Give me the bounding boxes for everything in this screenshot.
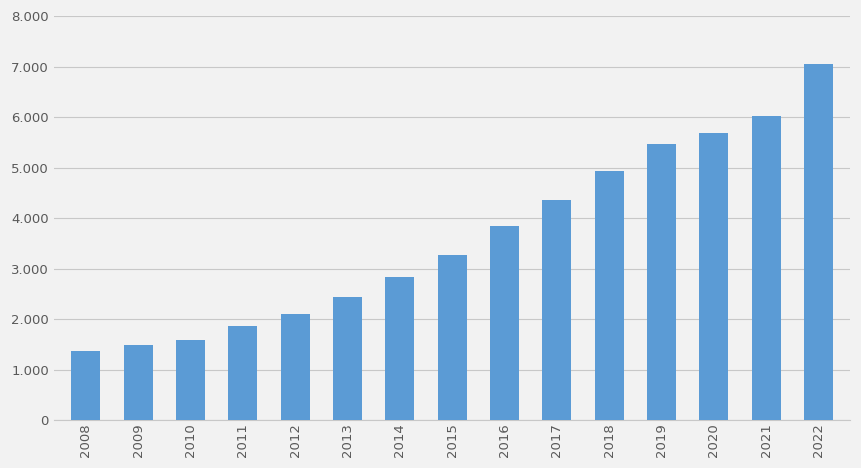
Bar bbox=[71, 351, 100, 420]
Bar bbox=[333, 297, 362, 420]
Bar bbox=[699, 133, 728, 420]
Bar bbox=[542, 200, 571, 420]
Bar bbox=[281, 314, 310, 420]
Bar bbox=[752, 116, 781, 420]
Bar bbox=[804, 64, 833, 420]
Bar bbox=[437, 255, 467, 420]
Bar bbox=[177, 340, 205, 420]
Bar bbox=[595, 171, 623, 420]
Bar bbox=[386, 277, 414, 420]
Bar bbox=[124, 345, 152, 420]
Bar bbox=[647, 144, 676, 420]
Bar bbox=[228, 326, 257, 420]
Bar bbox=[490, 226, 519, 420]
